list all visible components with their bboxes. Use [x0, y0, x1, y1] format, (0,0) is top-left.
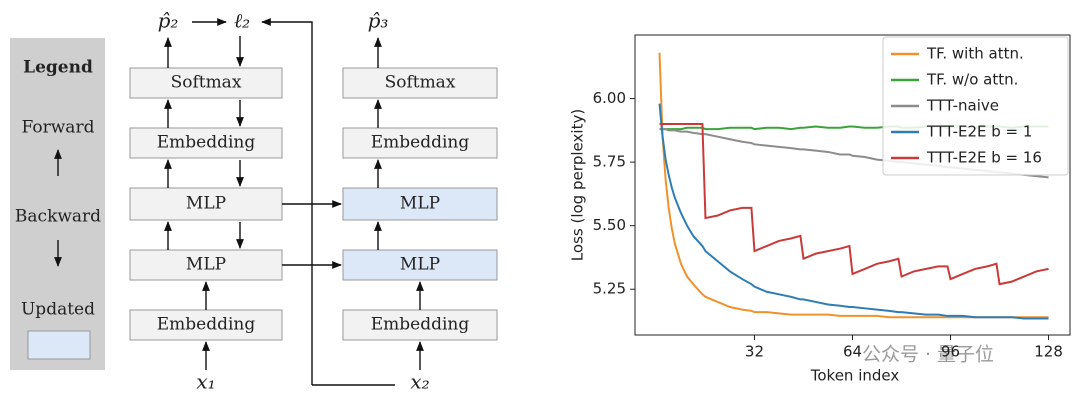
chart: Loss (log perplexity) Token index 公众号 · … — [569, 34, 1071, 385]
series-line — [659, 122, 1049, 286]
legend-box — [882, 36, 1069, 176]
box-label: MLP — [400, 194, 440, 214]
box-label: MLP — [400, 255, 440, 275]
watermark: 公众号 · 量子位 — [862, 344, 994, 366]
legend-title: Legend — [23, 58, 93, 78]
column-1: Softmax Embedding MLP MLP Embedding p̂₂ … — [129, 9, 395, 394]
x-axis-label: Token index — [810, 367, 900, 385]
legend-panel — [10, 38, 105, 370]
box-label: Softmax — [385, 73, 456, 93]
x-tick-label: 96 — [941, 343, 960, 361]
math-label: x₂ — [410, 370, 429, 394]
column-2: Softmax Embedding MLP MLP Embedding p̂₃ … — [342, 9, 498, 394]
box — [129, 309, 283, 341]
y-tick-label: 5.50 — [593, 216, 626, 234]
x-tick-label: 64 — [843, 343, 862, 361]
box-label: Embedding — [371, 133, 470, 153]
box-label: Embedding — [157, 315, 256, 335]
box — [342, 127, 498, 159]
math-label: x₁ — [196, 370, 215, 394]
box — [129, 67, 283, 99]
x-tick-label: 32 — [745, 343, 764, 361]
y-tick-label: 6.00 — [593, 89, 626, 107]
box — [129, 127, 283, 159]
legend-label: TTT-E2E b = 16 — [926, 149, 1042, 167]
diagram: Legend Forward Backward Updated Softmax … — [10, 9, 498, 394]
box — [129, 249, 283, 281]
math-label: ℓ₂ — [234, 9, 250, 33]
box-label: MLP — [186, 194, 226, 214]
box-label: Softmax — [171, 73, 242, 93]
legend-backward: Backward — [15, 207, 101, 227]
arrow — [261, 18, 313, 385]
box-updated — [342, 249, 498, 281]
box — [342, 309, 498, 341]
legend-forward: Forward — [22, 118, 95, 138]
box-label: Embedding — [371, 315, 470, 335]
math-label: p̂₂ — [158, 9, 179, 33]
legend-label: TF. w/o attn. — [926, 71, 1018, 89]
box-label: Embedding — [157, 133, 256, 153]
legend-swatch — [27, 330, 91, 360]
legend-label: TF. with attn. — [926, 45, 1024, 63]
y-tick-label: 5.25 — [593, 280, 626, 298]
y-axis-label: Loss (log perplexity) — [569, 109, 587, 261]
legend: TF. with attn. TF. w/o attn. TTT-naive TTT-… — [882, 36, 1069, 176]
legend-label: TTT-naive — [926, 97, 999, 115]
box — [342, 67, 498, 99]
series-line — [658, 103, 1049, 320]
y-tick-label: 5.75 — [593, 153, 626, 171]
x-tick-label: 128 — [1034, 343, 1063, 361]
box-updated — [342, 187, 498, 221]
legend-label: TTT-E2E b = 1 — [926, 123, 1032, 141]
math-label: p̂₃ — [368, 9, 389, 33]
box-label: MLP — [186, 255, 226, 275]
legend-updated: Updated — [21, 300, 95, 320]
